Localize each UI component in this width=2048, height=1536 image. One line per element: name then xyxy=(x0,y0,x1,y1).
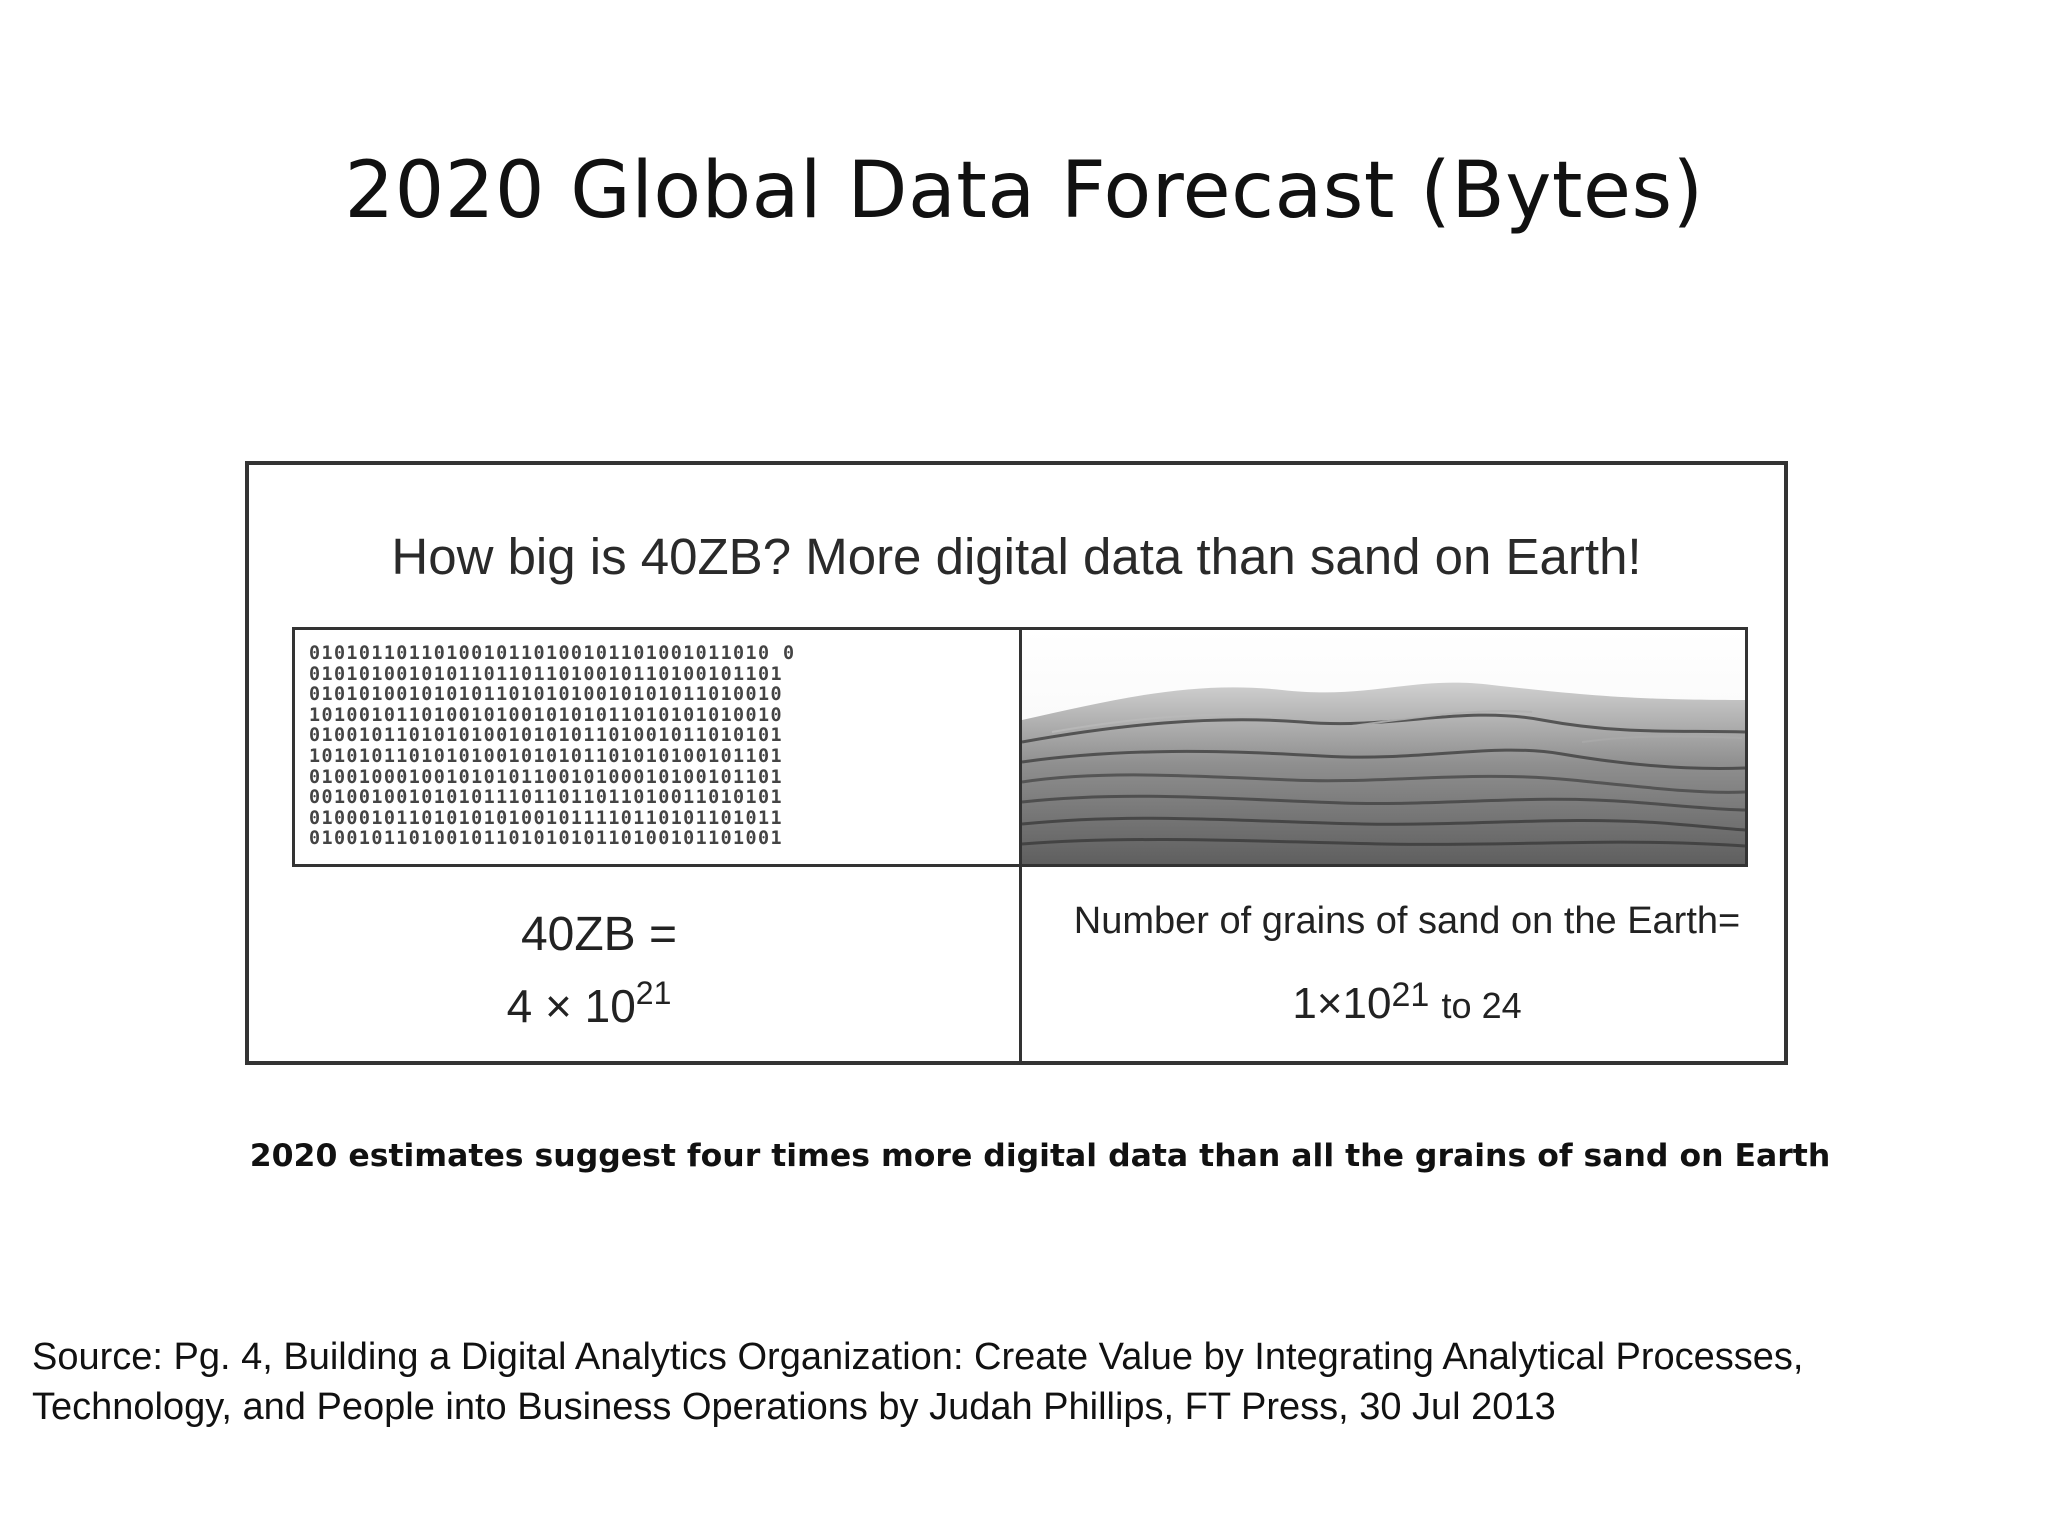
source-citation: Source: Pg. 4, Building a Digital Analyt… xyxy=(32,1336,1804,1428)
binary-line: 01010100101011011011010010110100101101 xyxy=(309,663,783,685)
sand-grain-label: Number of grains of sand on the Earth= xyxy=(1073,900,1741,942)
figure-divider xyxy=(1019,627,1022,1065)
binary-line: 10101011010101001010101101010100101101 xyxy=(309,745,783,767)
binary-line: 00100100101010111011011011010011010101 xyxy=(309,787,783,809)
slide-title: 2020 Global Data Forecast (Bytes) xyxy=(344,146,1704,236)
binary-data-image: 0101011011010010110100101101001011010 0 … xyxy=(292,627,1022,867)
binary-line: 10100101101001010010101011010101010010 xyxy=(309,704,783,726)
data-size-label: 40ZB = xyxy=(520,908,678,961)
binary-line: 01001000100101010110010100010100101101 xyxy=(309,766,783,788)
binary-line: 0101011011010010110100101101001011010 0 xyxy=(309,643,796,664)
binary-line: 01001011010101001010101101001011010101 xyxy=(309,725,783,747)
data-size-value: 4 × 1021 xyxy=(506,975,672,1032)
binary-line: 01001011010010110101010110100101101001 xyxy=(309,828,783,850)
data-comparison-figure: How big is 40ZB? More digital data than … xyxy=(245,461,1788,1065)
figure-heading: How big is 40ZB? More digital data than … xyxy=(391,528,1642,585)
slide-caption: 2020 estimates suggest four times more d… xyxy=(249,1138,1831,1174)
binary-line: 01010100101010110101010010101011010010 xyxy=(309,684,783,706)
binary-line: 01000101101010101001011110110101101011 xyxy=(309,807,783,829)
sand-grain-caption: Number of grains of sand on the Earth= 1… xyxy=(1022,895,1792,1034)
sand-dunes-image xyxy=(1019,627,1748,867)
sand-grain-value: 1×1021 to 24 xyxy=(1292,976,1522,1028)
data-size-caption: 40ZB = 4 × 1021 xyxy=(249,905,1019,1034)
